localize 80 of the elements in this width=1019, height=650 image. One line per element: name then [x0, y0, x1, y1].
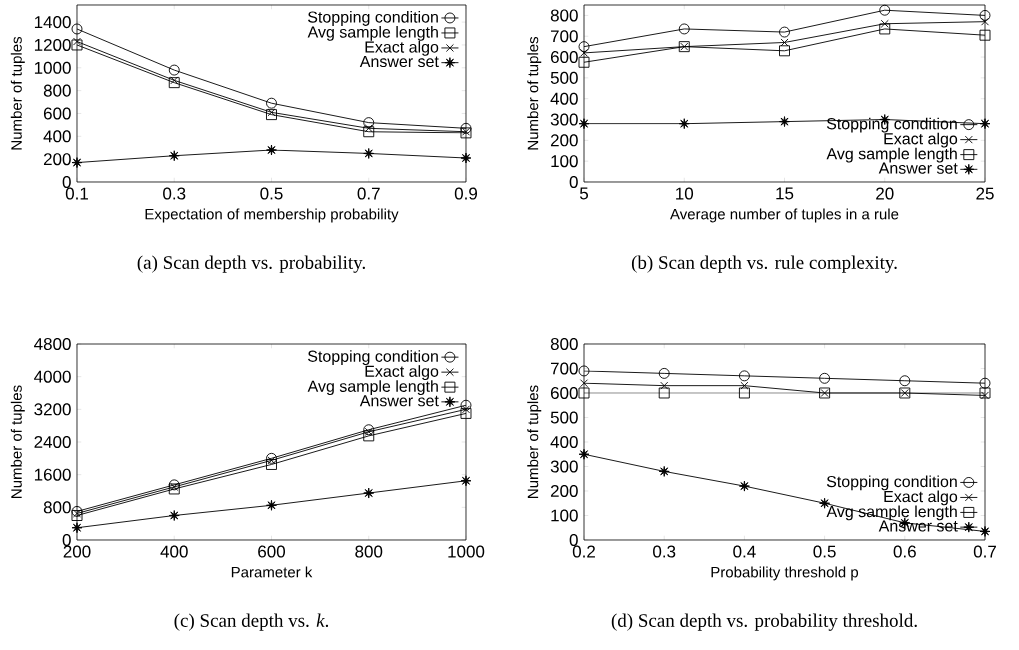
y-tick-label: 600 — [550, 51, 578, 64]
x-tick-label: 600 — [258, 545, 286, 558]
x-tick-label: 800 — [355, 545, 383, 558]
x-tick-label: 5 — [579, 187, 589, 200]
y-tick-label: 0 — [569, 175, 578, 189]
x-tick-label: 15 — [776, 187, 794, 200]
x-tick-label: 0.9 — [454, 187, 478, 200]
y-tick-label: 200 — [43, 153, 71, 166]
x-axis-title: Expectation of membership probability — [145, 208, 399, 223]
y-tick-label: 700 — [550, 362, 578, 375]
y-tick-label: 800 — [550, 337, 578, 351]
y-tick-label: 0 — [62, 175, 71, 189]
legend-label: Stopping condition — [308, 350, 438, 366]
x-axis-title: Probability threshold p — [711, 566, 859, 581]
y-tick-label: 200 — [550, 134, 578, 147]
y-tick-label: 200 — [550, 484, 578, 498]
text: (a) Scan depth vs. probability. — [137, 255, 365, 273]
y-tick-label: 0 — [62, 533, 71, 547]
y-tick-label: 500 — [550, 411, 578, 424]
legend-label: Exact algo — [365, 40, 439, 56]
x-tick-label: 25 — [976, 187, 994, 200]
legend-label: Stopping condition — [826, 117, 957, 133]
y-tick-label: 1000 — [34, 61, 71, 74]
y-tick-label: 1200 — [34, 38, 71, 51]
y-tick-label: 800 — [43, 84, 71, 97]
y-tick-label: 100 — [551, 155, 578, 168]
y-tick-label: 800 — [43, 501, 71, 514]
x-tick-label: 10 — [676, 187, 694, 200]
text: (d) Scan depth vs. probability threshold. — [611, 613, 917, 631]
y-tick-label: 300 — [550, 113, 578, 126]
legend-label: Exact algo — [884, 490, 958, 506]
x-tick-label: 0.7 — [973, 545, 996, 558]
x-tick-label: 0.3 — [653, 545, 676, 558]
text: (b) Scan depth vs. rule complexity. — [631, 255, 897, 273]
legend-label: Stopping condition — [826, 475, 957, 491]
x-tick-label: 0.5 — [813, 545, 836, 558]
x-tick-label: 0.2 — [572, 545, 595, 558]
y-tick-label: 400 — [550, 92, 578, 105]
x-tick-label: 0.7 — [357, 187, 380, 200]
x-tick-label: 0.5 — [260, 187, 283, 200]
legend-label: Stopping condition — [308, 10, 438, 26]
y-tick-label: 4000 — [34, 370, 71, 383]
y-tick-label: 3200 — [34, 403, 71, 416]
x-axis-title: Parameter k — [231, 566, 313, 578]
x-tick-label: 20 — [876, 187, 894, 200]
y-axis-title: Number of tuples — [10, 36, 25, 150]
y-tick-label: 2400 — [34, 435, 71, 449]
y-tick-label: 600 — [43, 107, 71, 120]
text: (c) Scan depth vs. k. — [174, 613, 329, 631]
legend-label: Avg sample length — [307, 380, 438, 396]
x-tick-label: 1000 — [448, 545, 485, 558]
y-tick-label: 1600 — [34, 468, 71, 481]
y-tick-label: 0 — [569, 533, 578, 547]
legend-label: Avg sample length — [826, 505, 957, 521]
y-axis-title: Number of tuples — [10, 385, 25, 498]
y-tick-label: 700 — [550, 30, 578, 43]
legend-label: Answer set — [878, 162, 958, 174]
legend-label: Exact algo — [884, 132, 958, 148]
x-axis-title: Average number of tuples in a rule — [670, 208, 899, 223]
y-tick-label: 600 — [550, 386, 578, 400]
legend-label: Answer set — [359, 395, 439, 407]
x-tick-label: 400 — [160, 545, 188, 558]
y-tick-label: 400 — [550, 435, 578, 449]
y-tick-label: 400 — [43, 130, 71, 143]
x-tick-label: 0.3 — [163, 187, 186, 200]
y-tick-label: 500 — [550, 71, 578, 84]
y-tick-label: 4800 — [34, 337, 71, 351]
x-tick-label: 0.1 — [65, 187, 88, 200]
y-tick-label: 100 — [551, 509, 578, 522]
legend-label: Avg sample length — [307, 25, 438, 41]
y-tick-label: 1400 — [34, 16, 71, 29]
y-tick-label: 800 — [550, 9, 578, 22]
x-tick-label: 0.4 — [733, 545, 756, 558]
y-axis-title: Number of tuples — [527, 385, 542, 498]
legend-label: Avg sample length — [826, 147, 957, 163]
legend-label: Exact algo — [365, 365, 439, 381]
y-tick-label: 300 — [550, 460, 578, 473]
x-tick-label: 0.6 — [893, 545, 916, 558]
legend-label: Answer set — [359, 55, 439, 68]
y-axis-title: Number of tuples — [527, 36, 542, 150]
